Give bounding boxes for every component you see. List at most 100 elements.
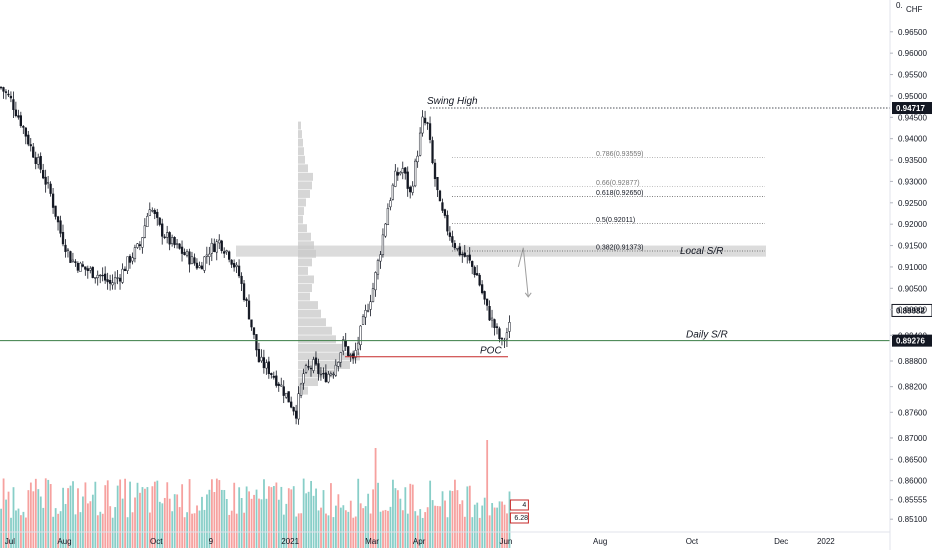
candle-body	[34, 157, 37, 164]
candle-body	[185, 251, 189, 256]
candle-body	[473, 266, 476, 276]
candle-body	[247, 300, 251, 320]
volume-bar	[183, 517, 186, 548]
y-tick-label: 0.93000	[898, 177, 927, 186]
volume-bar	[493, 507, 496, 548]
candle-body	[337, 361, 340, 367]
candle-body	[113, 277, 117, 284]
candle-body	[428, 123, 432, 140]
volume-bar	[161, 503, 164, 548]
candle-body	[366, 310, 370, 312]
candle-body	[312, 359, 315, 371]
candle-body	[205, 254, 208, 257]
fib-label: 0.618(0.92650)	[596, 190, 643, 197]
candle-body	[148, 209, 151, 216]
candle-body	[262, 357, 266, 369]
candle-body	[304, 365, 308, 373]
candle-body	[275, 375, 278, 386]
candle-body	[421, 116, 424, 134]
candle-body	[282, 386, 285, 396]
volume-bar	[258, 498, 260, 548]
volume-bar	[292, 486, 295, 548]
volume-bar	[456, 490, 459, 548]
candle-body	[399, 172, 402, 175]
candle-body	[322, 372, 325, 375]
volume-bar	[357, 478, 360, 548]
session-badges[interactable]: 4 6.28	[509, 499, 529, 524]
poc-label: POC	[480, 346, 502, 357]
candle-body	[208, 253, 211, 257]
candlesticks	[0, 86, 511, 425]
y-tick-label: 0.88800	[898, 357, 927, 366]
y-tick-label: 0.92500	[898, 199, 927, 208]
candle-body	[352, 353, 355, 359]
price-axis[interactable]: CHF 0. 0.94717 0.89982 0.89276 0.96500 0.…	[889, 0, 932, 550]
x-tick-label: 9	[209, 537, 214, 546]
y-tick-label: 0.93500	[898, 156, 927, 165]
candle-body	[94, 277, 97, 279]
candle-body	[116, 277, 119, 279]
candle-body	[136, 243, 139, 248]
volume-bar	[233, 482, 236, 548]
volume-bar	[377, 482, 379, 548]
y-tick-label: 0.92000	[898, 220, 927, 229]
candle-body	[384, 223, 387, 237]
volume-bar	[506, 513, 508, 548]
candle-body	[483, 291, 486, 300]
volume-bar	[228, 514, 231, 548]
candle-body	[175, 243, 179, 245]
candle-body	[91, 266, 94, 278]
y-tick-label: 0.86000	[898, 477, 927, 486]
candle-body	[190, 256, 194, 264]
candle-body	[37, 157, 40, 165]
volume-bar	[139, 492, 141, 548]
candle-body	[299, 383, 303, 396]
time-axis[interactable]: Jul Aug Oct 9 2021 Mar Apr Jun Aug Oct Dec 2022	[0, 531, 890, 546]
candle-body	[223, 251, 226, 254]
candle-body	[210, 242, 213, 254]
volume-bar	[22, 511, 25, 548]
volume-bar	[268, 486, 270, 548]
volume-bar	[436, 505, 439, 548]
volume-bar	[136, 482, 139, 548]
candle-body	[411, 185, 414, 193]
volume-bar	[508, 491, 511, 548]
candle-body	[361, 316, 365, 325]
fib-retracement[interactable]: 0.786(0.93559) 0.66(0.92877) 0.618(0.92650…	[452, 151, 765, 251]
candle-body	[242, 283, 246, 301]
candle-body	[401, 168, 404, 173]
candle-body	[4, 91, 8, 93]
volume-bar	[352, 517, 355, 548]
candle-body	[141, 237, 144, 248]
volume-bar	[29, 482, 32, 548]
candle-body	[220, 240, 223, 251]
profile-bin	[298, 386, 308, 395]
volume-bar	[282, 514, 285, 548]
candle-body	[426, 122, 429, 124]
y-tick-label: 0.91000	[898, 263, 927, 272]
volume-bar	[82, 496, 84, 548]
volume-bar	[37, 489, 40, 548]
volume-bar	[156, 480, 159, 548]
volume-bar	[359, 503, 362, 548]
volume-bar	[220, 489, 223, 548]
profile-bin	[298, 224, 307, 233]
volume-bar	[144, 488, 146, 548]
volume-bar	[387, 510, 389, 548]
candle-body	[319, 373, 323, 376]
candle-body	[59, 220, 62, 234]
candle-body	[461, 253, 464, 256]
candle-body	[416, 155, 419, 163]
profile-bin	[298, 164, 308, 173]
volume-bar	[176, 494, 179, 548]
volume-bar	[330, 483, 332, 548]
candle-body	[391, 184, 394, 200]
profile-bin	[298, 301, 318, 310]
volume-bar	[44, 478, 47, 548]
candle-body	[143, 225, 146, 238]
candle-body	[121, 268, 124, 283]
candle-body	[476, 273, 479, 276]
volume-bar	[483, 497, 486, 548]
